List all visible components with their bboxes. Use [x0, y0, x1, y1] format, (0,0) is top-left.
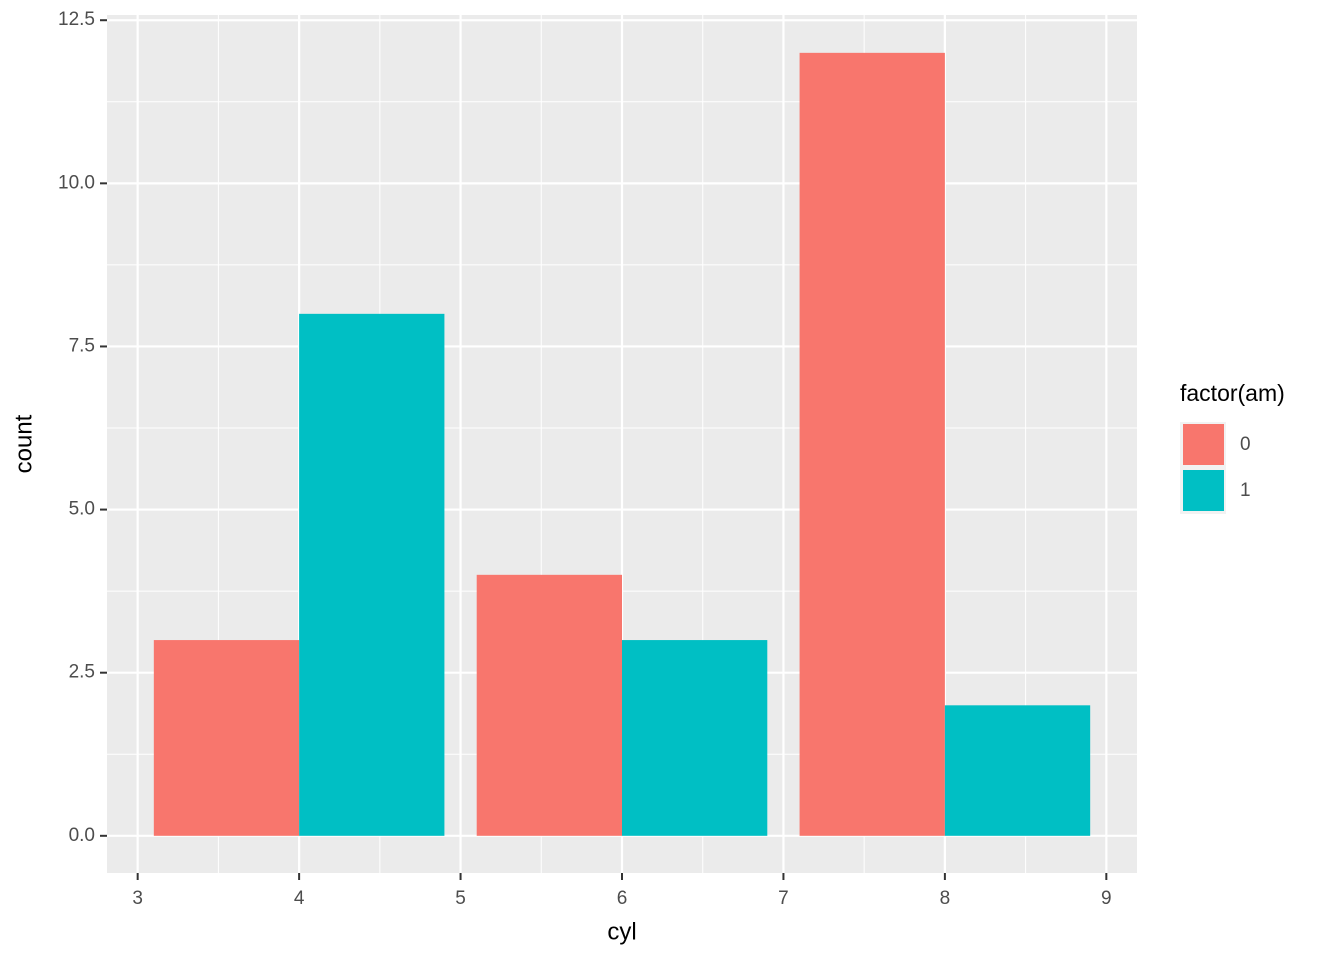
y-tick-label: 5.0 — [69, 499, 95, 520]
bar — [299, 313, 445, 836]
x-tick-label: 6 — [617, 888, 628, 909]
y-tick-label: 12.5 — [58, 9, 95, 30]
x-tick-label: 4 — [294, 888, 305, 909]
y-tick-label: 2.5 — [69, 662, 95, 683]
bar — [476, 574, 622, 836]
y-axis-title: count — [10, 414, 37, 473]
y-tick-label: 7.5 — [69, 335, 95, 356]
x-axis-title: cyl — [607, 918, 636, 945]
legend-swatch — [1183, 424, 1224, 465]
x-tick-label: 9 — [1101, 888, 1112, 909]
x-tick-label: 7 — [778, 888, 789, 909]
bars — [153, 52, 1091, 836]
bar — [799, 52, 945, 836]
x-tick-label: 8 — [940, 888, 951, 909]
x-tick-label: 3 — [132, 888, 143, 909]
y-tick-label: 10.0 — [58, 172, 95, 193]
legend-label: 0 — [1240, 434, 1251, 455]
bar — [622, 640, 768, 836]
bar — [153, 640, 300, 836]
legend-title: factor(am) — [1180, 380, 1285, 406]
y-tick-label: 0.0 — [69, 825, 95, 846]
legend-label: 1 — [1240, 480, 1251, 501]
bar — [944, 705, 1091, 836]
legend-swatch — [1183, 470, 1224, 511]
x-tick-label: 5 — [455, 888, 466, 909]
